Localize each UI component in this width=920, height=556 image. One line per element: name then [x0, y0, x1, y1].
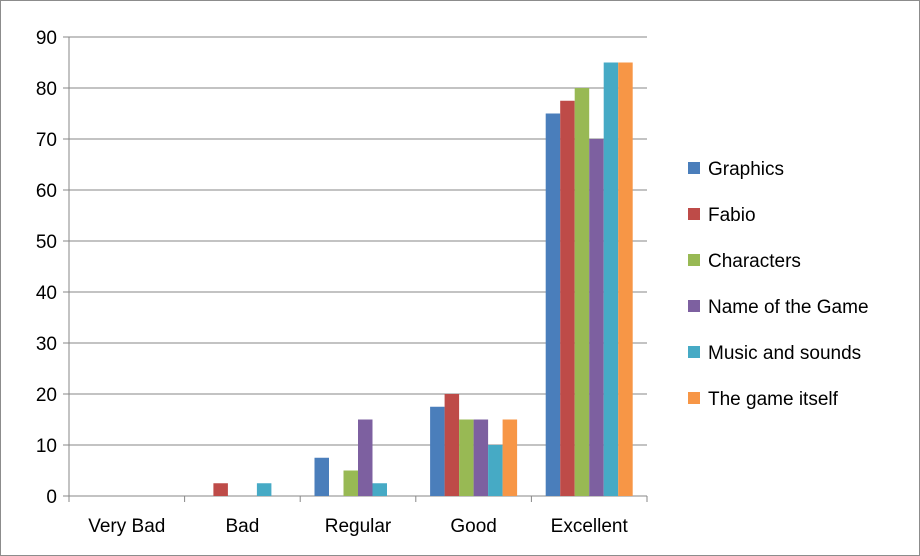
legend-label: Name of the Game [708, 297, 869, 318]
bar-fabio-good [444, 394, 460, 496]
y-axis-tick-labels: 0 10 20 30 40 50 60 70 80 90 [36, 28, 57, 508]
y-tick-label: 0 [46, 487, 57, 508]
legend-swatch [688, 392, 700, 404]
bar-name-of-the-game-good [473, 419, 489, 496]
y-tick-label: 90 [36, 28, 57, 49]
gridlines [69, 36, 647, 446]
legend-label: Characters [708, 251, 801, 272]
bar-fabio-excellent [560, 100, 575, 496]
bars [213, 62, 633, 496]
bar-music-and-sounds-bad [256, 483, 272, 496]
y-tick-label: 50 [36, 232, 57, 253]
legend-label: Fabio [708, 205, 756, 226]
y-tick-label: 40 [36, 283, 57, 304]
x-tick-label: Regular [325, 516, 392, 537]
bar-graphics-good [430, 406, 445, 496]
legend: Graphics Fabio Characters Name of the Game M… [688, 159, 869, 410]
bar-music-and-sounds-good [488, 445, 503, 496]
bar-fabio-bad [213, 483, 228, 496]
bar-name-of-the-game-regular [358, 419, 373, 496]
bar-graphics-regular [314, 457, 329, 496]
y-tick-label: 70 [36, 130, 57, 151]
y-tick-label: 80 [36, 79, 57, 100]
bar-music-and-sounds-excellent [603, 62, 619, 496]
bar-the-game-itself-good [502, 419, 518, 496]
legend-swatch [688, 162, 700, 174]
bar-characters-regular [343, 470, 358, 496]
legend-swatch [688, 346, 700, 358]
x-tick-label: Excellent [551, 516, 629, 537]
x-axis-tick-labels: Very Bad Bad Regular Good Excellent [88, 516, 628, 537]
legend-swatch [688, 208, 700, 220]
legend-swatch [688, 254, 700, 266]
bar-music-and-sounds-regular [372, 483, 387, 496]
legend-label: Graphics [708, 159, 784, 180]
x-tick-label: Very Bad [88, 516, 165, 537]
bar-graphics-excellent [545, 113, 561, 496]
legend-label: The game itself [708, 389, 839, 410]
y-tick-label: 30 [36, 334, 57, 355]
bar-the-game-itself-excellent [618, 62, 633, 496]
bar-characters-good [459, 419, 474, 496]
bar-characters-excellent [574, 88, 590, 496]
x-tick-label: Bad [225, 516, 259, 537]
legend-swatch [688, 300, 700, 312]
y-tick-label: 60 [36, 181, 57, 202]
x-tick-label: Good [450, 516, 496, 537]
y-tick-label: 10 [36, 436, 57, 457]
y-tick-label: 20 [36, 385, 57, 406]
legend-label: Music and sounds [708, 343, 861, 364]
bar-name-of-the-game-excellent [589, 139, 604, 496]
